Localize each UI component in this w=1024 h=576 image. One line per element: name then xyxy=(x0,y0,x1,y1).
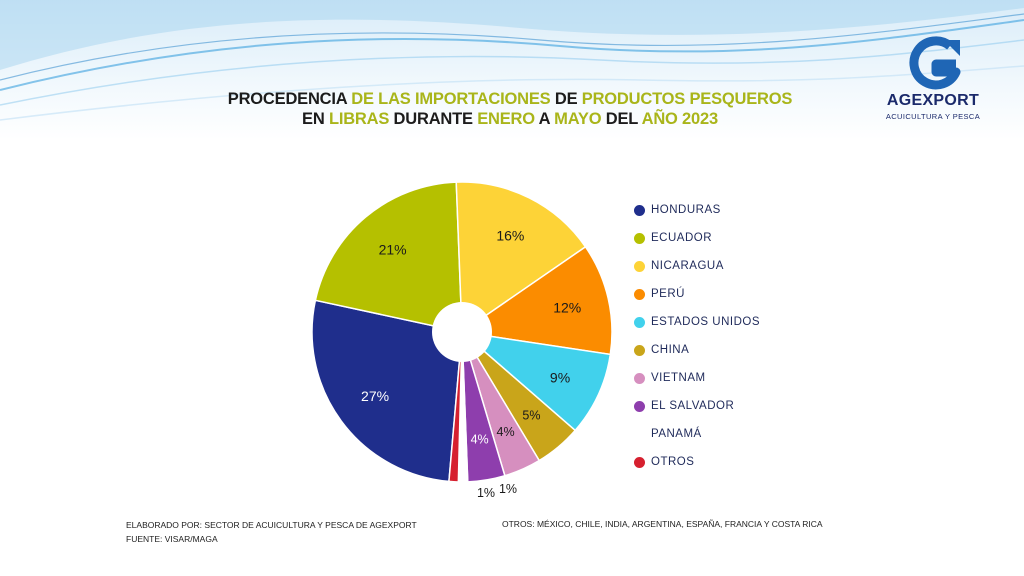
legend-item-vietnam: VIETNAM xyxy=(634,364,834,392)
title-line-2-segment: DURANTE xyxy=(389,110,478,128)
slice-label-estados-unidos: 9% xyxy=(550,369,570,385)
legend-label: ESTADOS UNIDOS xyxy=(651,316,761,328)
slice-label-otros: 1% xyxy=(477,486,495,500)
legend-swatch xyxy=(634,456,645,468)
chart-title-line-1: PROCEDENCIA DE LAS IMPORTACIONES DE PROD… xyxy=(160,90,860,109)
legend-swatch xyxy=(634,260,645,272)
logo-name: AGEXPORT xyxy=(886,92,980,109)
pie-slice-peru xyxy=(460,245,613,356)
pie-slice-honduras xyxy=(311,299,463,483)
pie-slice-estados-unidos xyxy=(459,330,612,432)
slice-label-vietnam: 4% xyxy=(497,425,515,439)
pie-center-hole xyxy=(432,302,492,362)
footer-fuente: FUENTE: VISAR/MAGA xyxy=(126,534,218,544)
slice-label-china: 5% xyxy=(522,409,540,423)
background-waves xyxy=(0,0,1024,140)
pie-slice-otros xyxy=(448,331,463,483)
legend-item-peru: PERÚ xyxy=(634,280,834,308)
footer-otros: OTROS: MÉXICO, CHILE, INDIA, ARGENTINA, … xyxy=(502,519,823,529)
title-line-1-segment: PRODUCTOS PESQUEROS xyxy=(581,90,793,108)
legend-label: ECUADOR xyxy=(651,232,713,244)
title-line-2-segment: LIBRAS xyxy=(328,110,390,128)
legend-label: VIETNAM xyxy=(651,372,706,384)
pie-slice-labels: 27% 21% 16% 12% 9% 5% 4% 4% 1% 1% xyxy=(361,227,581,500)
legend-swatch xyxy=(634,232,645,244)
legend-swatch xyxy=(634,428,645,440)
slice-label-honduras: 27% xyxy=(361,388,389,404)
pie-slice-nicaragua xyxy=(455,181,587,334)
slice-label-ecuador: 21% xyxy=(379,241,407,257)
legend-swatch xyxy=(634,344,645,356)
slice-label-peru: 12% xyxy=(553,300,581,316)
logo-subtitle: ACUICULTURA Y PESCA xyxy=(885,112,981,121)
slice-label-nicaragua: 16% xyxy=(496,227,524,243)
legend-swatch xyxy=(634,288,645,300)
title-line-1-segment: PROCEDENCIA xyxy=(227,90,352,108)
title-line-2-segment: DEL xyxy=(601,110,642,128)
chart-legend: HONDURAS ECUADOR NICARAGUA PERÚ ESTADOS UNID… xyxy=(634,196,834,476)
agexport-logo: AGEXPORT ACUICULTURA Y PESCA xyxy=(878,36,988,126)
title-line-1-segment: DE xyxy=(554,90,582,108)
legend-label: PANAMÁ xyxy=(651,428,702,440)
agexport-g-arrow-icon xyxy=(909,36,961,90)
footer-credits: ELABORADO POR: SECTOR DE ACUICULTURA Y P… xyxy=(126,518,417,546)
legend-label: OTROS xyxy=(651,456,695,468)
slice-label-panama: 1% xyxy=(499,482,517,496)
legend-item-el-salvador: EL SALVADOR xyxy=(634,392,834,420)
legend-item-honduras: HONDURAS xyxy=(634,196,834,224)
title-line-2-segment: EN xyxy=(302,110,329,128)
legend-swatch xyxy=(634,400,645,412)
title-line-2-segment: AÑO 2023 xyxy=(641,110,719,128)
legend-item-panama: PANAMÁ xyxy=(634,420,834,448)
legend-swatch xyxy=(634,316,645,328)
legend-item-estados-unidos: ESTADOS UNIDOS xyxy=(634,308,834,336)
legend-swatch xyxy=(634,204,645,216)
slice-label-el-salvador: 4% xyxy=(471,433,489,447)
chart-title-line-2: EN LIBRAS DURANTE ENERO A MAYO DEL AÑO 2… xyxy=(160,110,860,129)
legend-label: PERÚ xyxy=(651,288,685,300)
legend-label: HONDURAS xyxy=(651,204,721,216)
title-line-2-segment: MAYO xyxy=(554,110,602,128)
footer-elaborado: ELABORADO POR: SECTOR DE ACUICULTURA Y P… xyxy=(126,520,417,530)
title-line-2-segment: A xyxy=(534,110,555,128)
pie-slices xyxy=(311,181,613,483)
legend-swatch xyxy=(634,372,645,384)
title-line-2-segment: ENERO xyxy=(477,110,535,128)
pie-slice-ecuador xyxy=(314,181,463,333)
legend-label: CHINA xyxy=(651,344,690,356)
legend-item-nicaragua: NICARAGUA xyxy=(634,252,834,280)
legend-label: NICARAGUA xyxy=(651,260,724,272)
legend-item-china: CHINA xyxy=(634,336,834,364)
legend-item-otros: OTROS xyxy=(634,448,834,476)
legend-item-ecuador: ECUADOR xyxy=(634,224,834,252)
legend-label: EL SALVADOR xyxy=(651,400,735,412)
title-line-1-segment: DE LAS IMPORTACIONES xyxy=(351,90,555,108)
